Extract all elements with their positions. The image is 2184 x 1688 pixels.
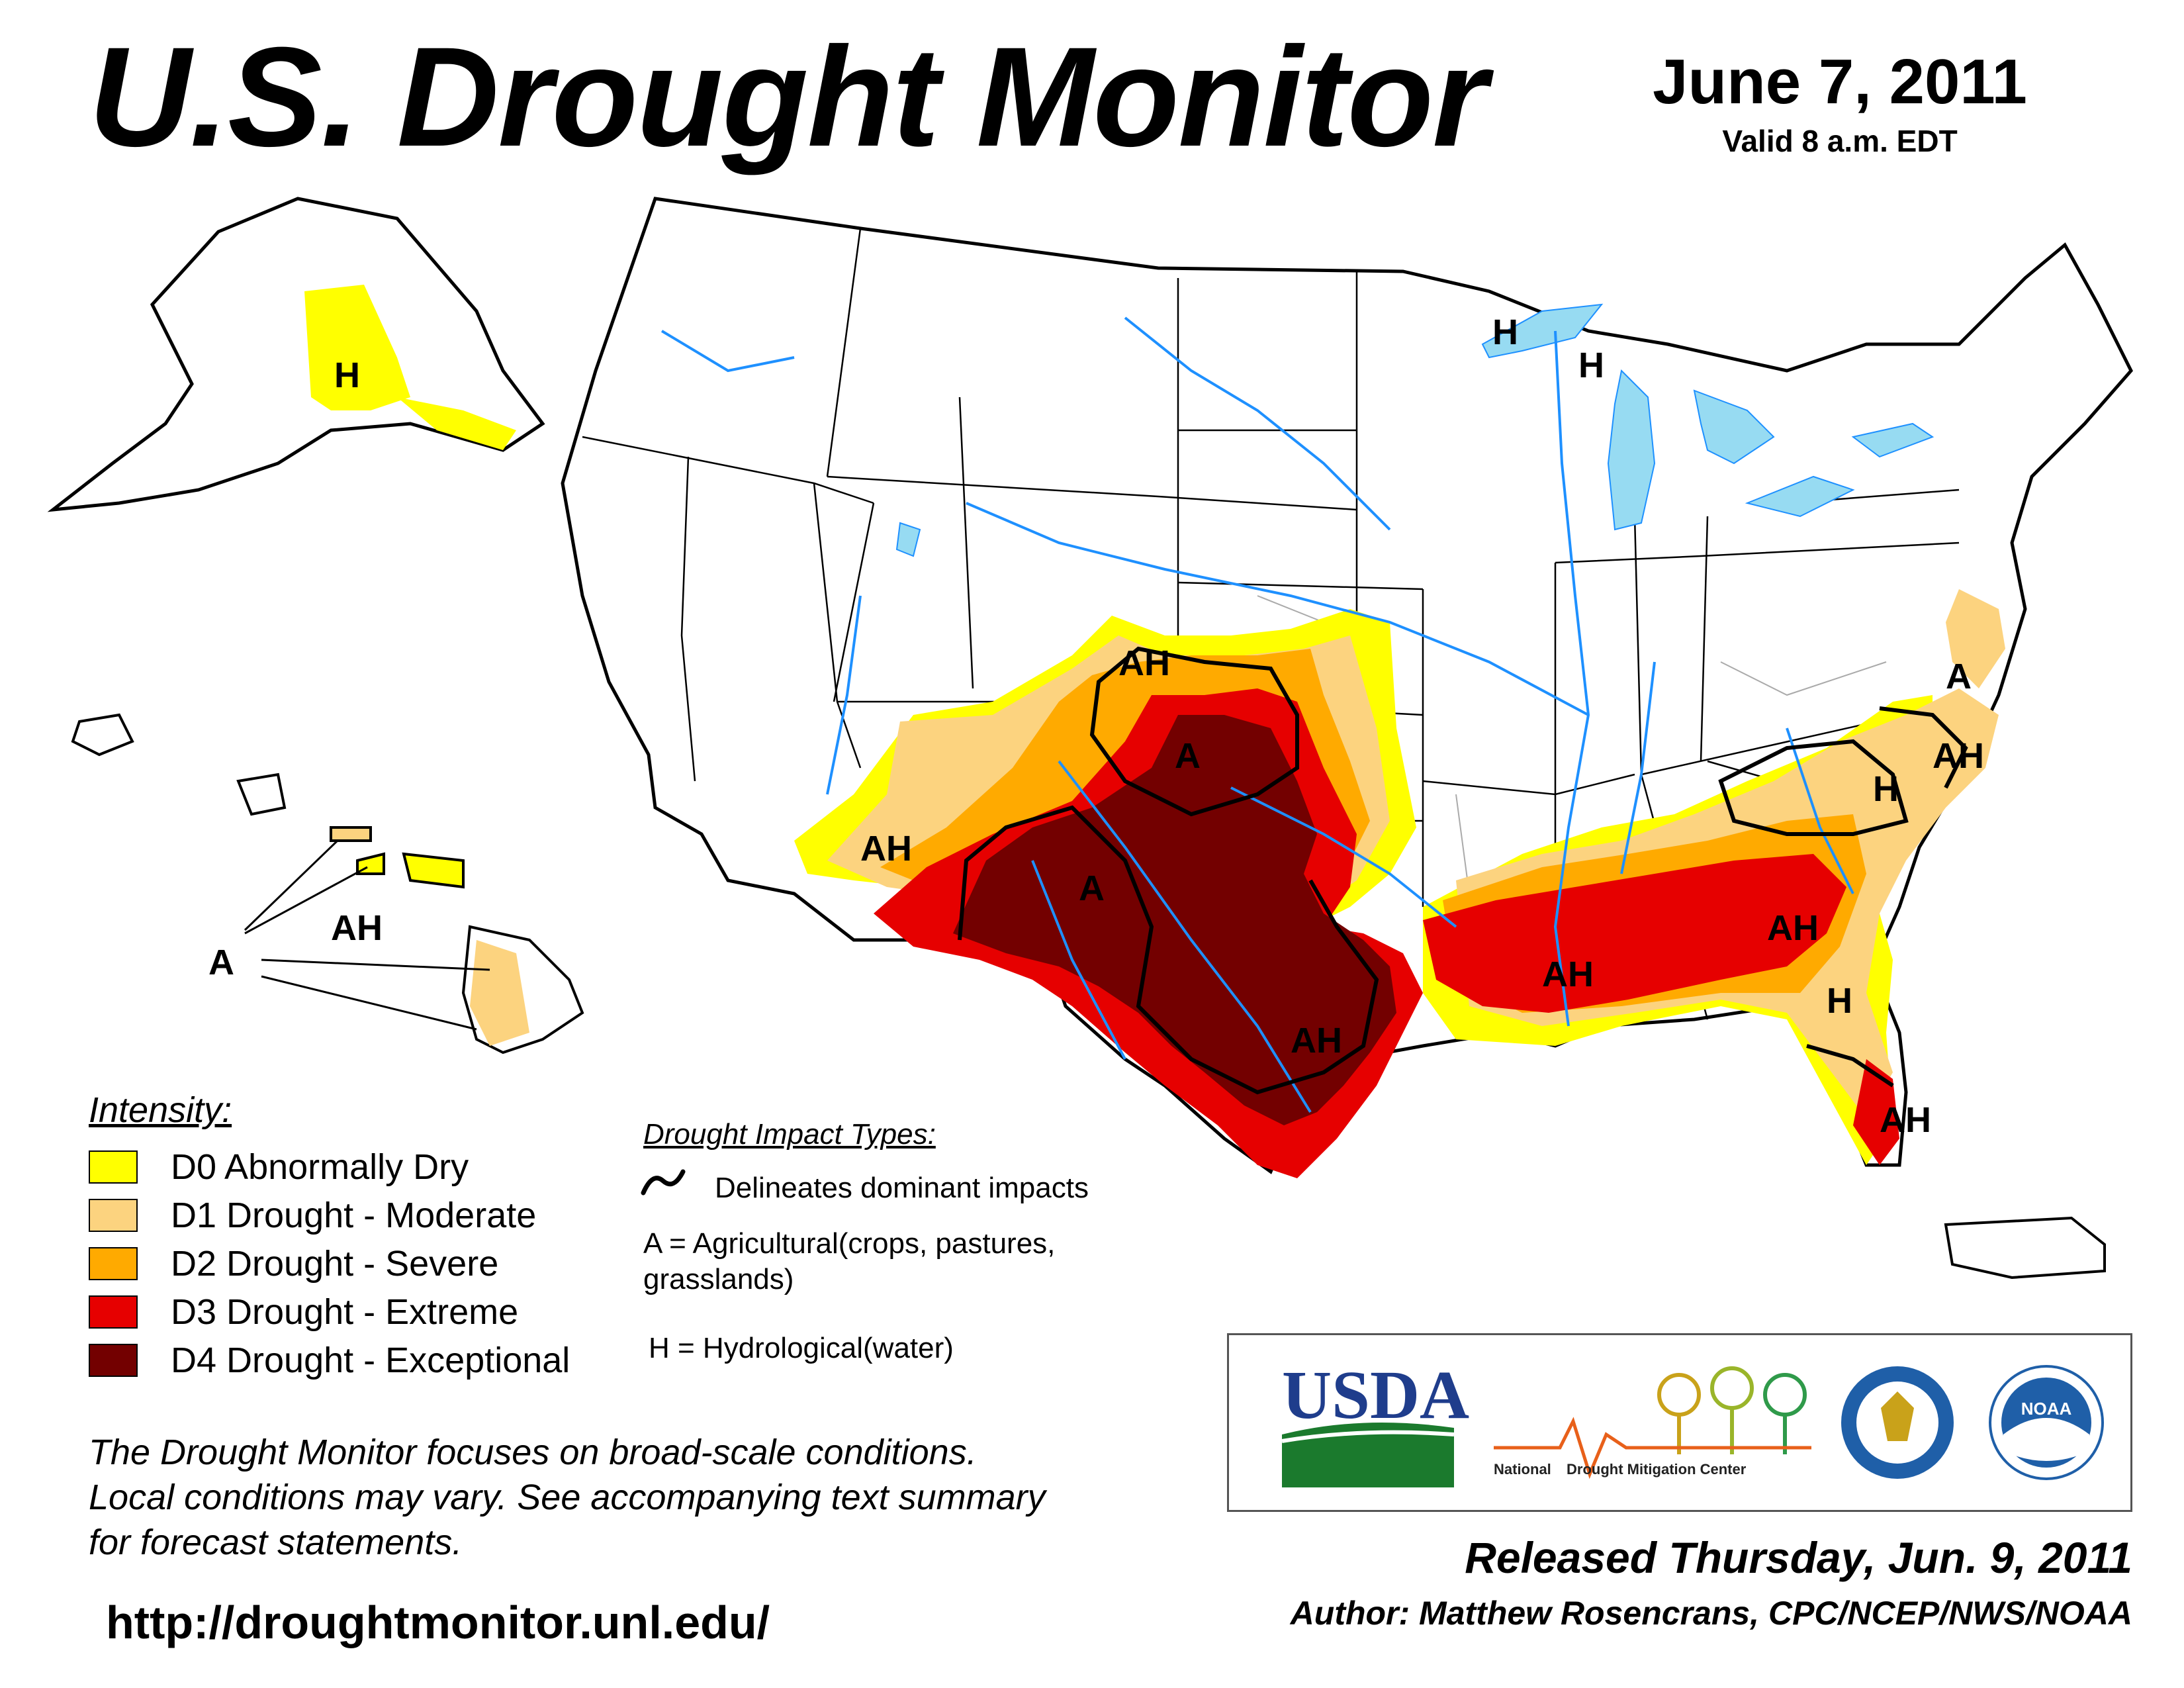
impact-line-symbol-icon [641,1169,686,1196]
label-nm-a: A [1079,868,1105,908]
label-hawaii-ah: AH [331,908,383,948]
label-carolina-h: H [1873,769,1899,809]
label-gulf-ah: AH [1542,955,1594,994]
label-hawaii-a: A [208,943,234,982]
legend-item-d3: D3 Drought - Extreme [89,1291,518,1333]
label-michigan-h: H [1578,346,1604,385]
label-georgia-ah: AH [1767,908,1819,948]
map-title: U.S. Drought Monitor [89,18,1487,176]
note-line-1: The Drought Monitor focuses on broad-sca… [89,1432,977,1472]
drought-areas [794,589,2005,1178]
hawaii [71,713,584,1055]
label-minnesota-h: H [1492,312,1518,352]
impact-agricultural-2: grasslands) [643,1263,794,1295]
puerto-rico [1944,1216,2106,1280]
legend-title: Intensity: [89,1090,232,1130]
legend-item-d1: D1 Drought - Moderate [89,1195,536,1236]
commerce-seal-logo [1841,1366,1954,1479]
legend-swatch-d3 [89,1295,138,1329]
label-colorado-ah: AH [1118,643,1170,683]
valid-time: Valid 8 a.m. EDT [1722,124,1958,158]
logo-panel: USDA National Drought Mitigation Center … [1227,1333,2132,1512]
legend-swatch-d4 [89,1344,138,1377]
label-florida-h: H [1827,981,1852,1021]
alaska [47,197,545,512]
legend-label-d3: D3 Drought - Extreme [171,1292,519,1332]
label-mid-atlantic-a: A [1946,657,1972,696]
d3-gulf-coast [1423,854,1846,1013]
impact-hydrological: H = Hydrological(water) [649,1332,954,1364]
label-alaska-h: H [334,355,360,395]
legend-label-d4: D4 Drought - Exceptional [171,1340,570,1380]
state-boundaries [582,228,1960,1033]
legend-label-d1: D1 Drought - Moderate [171,1196,537,1235]
d4-texas-newmexico [953,715,1396,1125]
legend-swatch-d0 [89,1150,138,1184]
impact-types-title: Drought Impact Types: [643,1118,936,1150]
great-lakes [895,303,1934,557]
release-date: Released Thursday, Jun. 9, 2011 [1465,1533,2132,1582]
map-date: June 7, 2011 [1653,46,2027,117]
rivers [660,316,1854,1113]
impact-agricultural-1: A = Agricultural(crops, pastures, [643,1227,1056,1260]
label-texas-ah: AH [1291,1021,1342,1060]
monitor-url-link[interactable]: http://droughtmonitor.unl.edu/ [106,1597,770,1648]
note-line-3: for forecast statements. [89,1523,463,1563]
svg-text:NOAA: NOAA [2021,1399,2072,1419]
d1-delmarva [1946,589,2005,688]
label-southwest-ah: AH [860,829,912,868]
legend-label-d0: D0 Abnormally Dry [171,1147,469,1187]
disclaimer-note: The Drought Monitor focuses on broad-sca… [89,1430,1214,1565]
legend-label-d2: D2 Drought - Severe [171,1244,499,1284]
noaa-logo: NOAA [1989,1365,2104,1480]
ndmc-logo: National Drought Mitigation Center [1494,1366,1811,1479]
svg-text:National: National [1494,1461,1551,1477]
impact-delineates: Delineates dominant impacts [715,1172,1089,1204]
svg-text:Drought Mitigation Center: Drought Mitigation Center [1567,1461,1747,1477]
legend-item-d4: D4 Drought - Exceptional [89,1340,570,1381]
partner-logos: USDA National Drought Mitigation Center … [1281,1357,2104,1487]
author-credit: Author: Matthew Rosencrans, CPC/NCEP/NWS… [1290,1595,2132,1632]
legend-item-d0: D0 Abnormally Dry [89,1147,469,1188]
label-nc-ah: AH [1933,736,1984,776]
legend-item-d2: D2 Drought - Severe [89,1243,498,1284]
legend-swatch-d2 [89,1247,138,1280]
impact-lines [958,646,1968,1095]
usda-logo: USDA [1281,1357,1469,1487]
legend-swatch-d1 [89,1199,138,1232]
label-florida-ah: AH [1880,1100,1931,1140]
svg-text:USDA: USDA [1282,1357,1469,1433]
d3-florida [1853,1059,1899,1165]
note-line-2: Local conditions may vary. See accompany… [89,1477,1046,1518]
label-kansas-a: A [1175,736,1201,776]
